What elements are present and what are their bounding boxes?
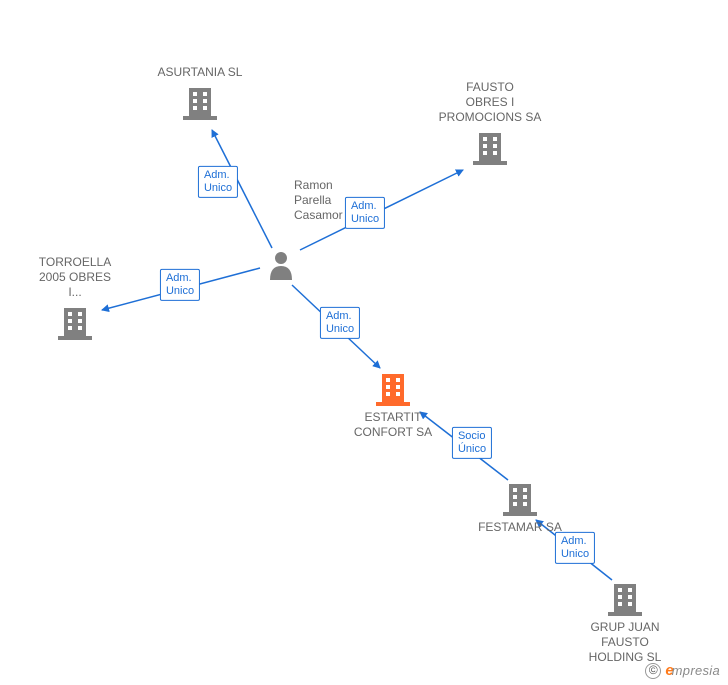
node-label: ESTARTIT CONFORT SA	[354, 410, 432, 440]
person-icon	[268, 250, 294, 280]
branding: © empresia	[645, 662, 720, 679]
node-festamar[interactable]: FESTAMAR SA	[460, 480, 580, 535]
brand-rest: mpresia	[672, 663, 720, 678]
node-fausto[interactable]: FAUSTO OBRES I PROMOCIONS SA	[430, 80, 550, 165]
node-label: TORROELLA 2005 OBRES I...	[39, 255, 111, 300]
node-label: Ramon Parella Casamor	[294, 178, 343, 223]
node-grupjuan[interactable]: GRUP JUAN FAUSTO HOLDING SL	[565, 580, 685, 665]
node-label: FAUSTO OBRES I PROMOCIONS SA	[439, 80, 542, 125]
node-label: FESTAMAR SA	[478, 520, 562, 535]
building-icon	[503, 480, 537, 516]
building-icon	[608, 580, 642, 616]
building-icon	[473, 129, 507, 165]
edge-label: Adm. Unico	[345, 197, 385, 229]
node-person[interactable]: Ramon Parella Casamor	[268, 250, 349, 295]
building-icon	[376, 370, 410, 406]
node-label: GRUP JUAN FAUSTO HOLDING SL	[589, 620, 662, 665]
edge-label: Socio Único	[452, 427, 492, 459]
edge-label: Adm. Unico	[160, 269, 200, 301]
node-estartit[interactable]: ESTARTIT CONFORT SA	[333, 370, 453, 440]
building-icon	[58, 304, 92, 340]
edge-label: Adm. Unico	[320, 307, 360, 339]
building-icon	[183, 84, 217, 120]
edge-label: Adm. Unico	[198, 166, 238, 198]
node-asurtania[interactable]: ASURTANIA SL	[140, 65, 260, 120]
node-label: ASURTANIA SL	[158, 65, 243, 80]
copyright-icon: ©	[645, 663, 661, 679]
edge-label: Adm. Unico	[555, 532, 595, 564]
node-torroella[interactable]: TORROELLA 2005 OBRES I...	[15, 255, 135, 340]
